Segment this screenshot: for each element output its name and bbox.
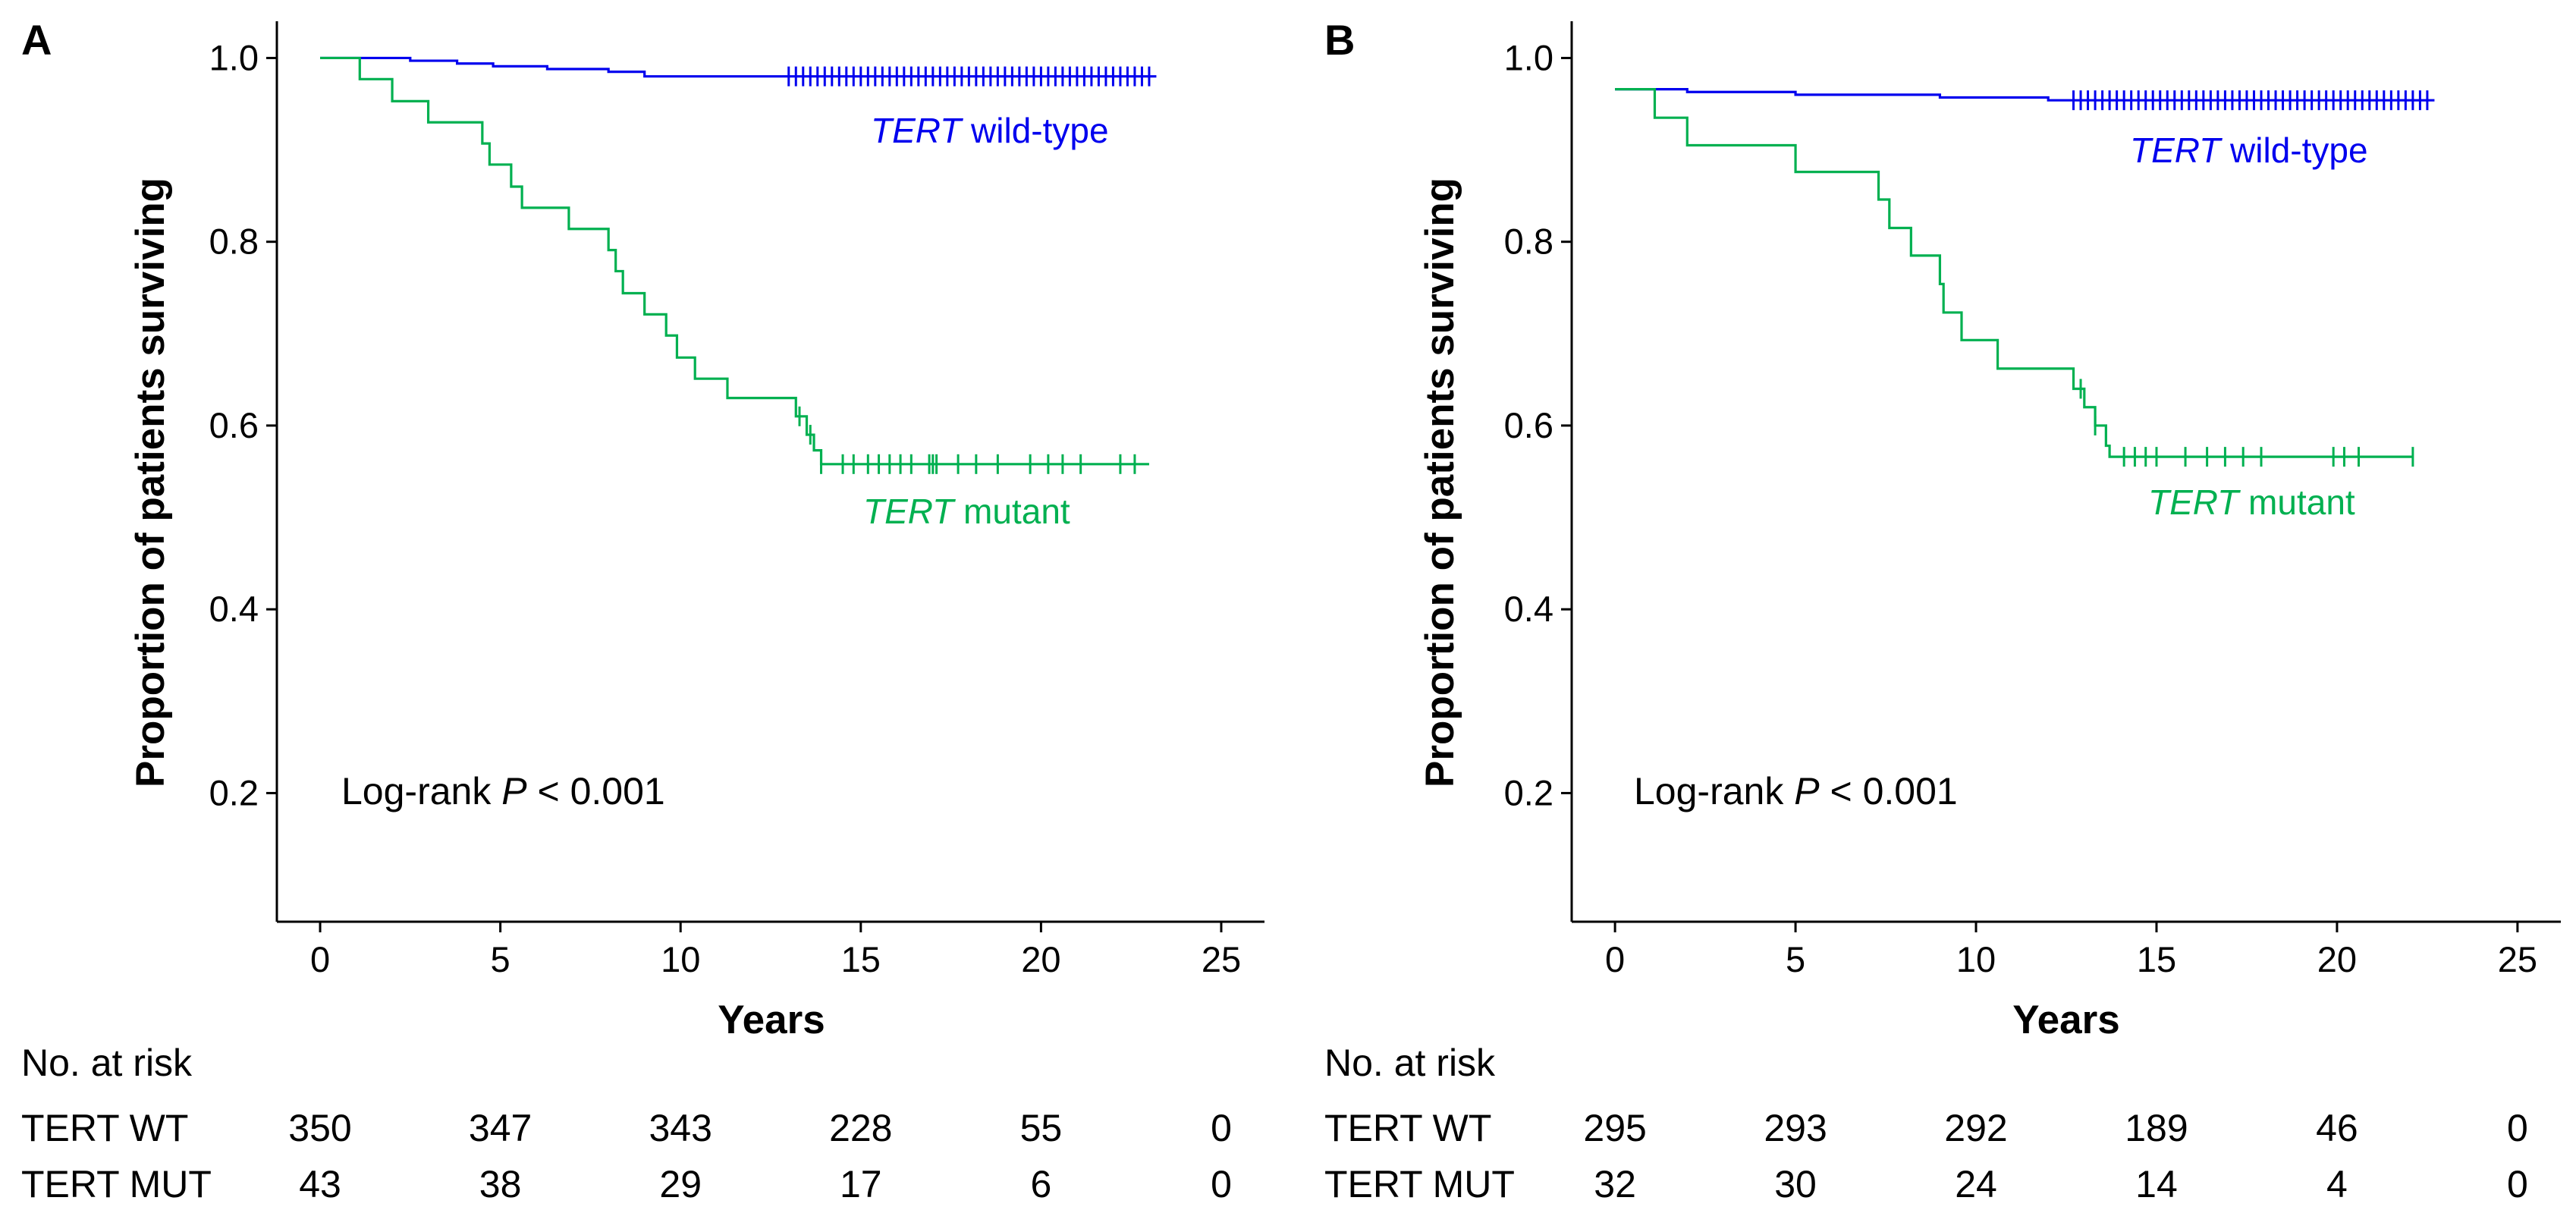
y-axis-title: Proportion of patients surviving [1418,178,1462,787]
risk-value: 4 [2326,1163,2348,1205]
logrank-value: < 0.001 [527,770,665,812]
panel-letter: A [21,16,52,64]
panel-a: A 0 5 10 15 20 25 0.2 0.4 0.6 0.8 1.0 Years Propor… [21,16,1264,1205]
risk-value: 30 [1774,1163,1817,1205]
series-label-wildtype: TERT wild-type [871,111,1109,150]
y-tick-label: 0.2 [209,772,259,812]
y-tick-label: 1.0 [209,37,259,77]
risk-value: 189 [2125,1107,2188,1149]
logrank-annotation: Log-rank P < 0.001 [341,770,665,812]
risk-value: 17 [840,1163,882,1205]
risk-value: 295 [1583,1107,1646,1149]
logrank-prefix: Log-rank [341,770,501,812]
x-tick-label: 25 [2498,939,2537,979]
x-tick-label: 25 [1202,939,1241,979]
risk-row-label: TERT MUT [1324,1163,1515,1205]
series-label-italic: TERT [2148,482,2241,522]
x-tick-label: 10 [661,939,700,979]
km-line-wildtype [320,56,1157,78]
logrank-p: P [501,770,527,812]
logrank-prefix: Log-rank [1634,770,1794,812]
series-label-rest: mutant [953,492,1070,531]
risk-value: 32 [1594,1163,1636,1205]
panel-letter: B [1324,16,1355,64]
risk-value: 343 [649,1107,712,1149]
x-tick-label: 5 [491,939,510,979]
risk-row-label: TERT WT [1324,1107,1491,1149]
risk-value: 29 [659,1163,702,1205]
km-curves [320,56,1157,474]
risk-table-title: No. at risk [1324,1042,1496,1084]
x-tick-label: 10 [1956,939,1996,979]
risk-value: 38 [479,1163,522,1205]
series-label-wildtype: TERT wild-type [2130,130,2368,170]
x-tick-label: 20 [2317,939,2357,979]
series-label-italic: TERT [863,492,956,531]
risk-table: No. at risk TERT WT TERT MUT 350 347 343 22… [21,1042,1232,1205]
risk-value: 350 [288,1107,351,1149]
y-tick-label: 0.2 [1504,772,1553,812]
series-label-mutant: TERT mutant [863,492,1070,531]
risk-values: 295 293 292 189 46 0 32 30 24 14 4 0 [1583,1107,2527,1205]
risk-value: 0 [2507,1107,2528,1149]
km-curve-wildtype-group [320,56,1157,86]
km-line-mutant [320,56,1149,466]
x-tick-label: 0 [310,939,330,979]
km-curve-wildtype-group [1615,88,2435,111]
series-label-mutant: TERT mutant [2148,482,2355,522]
x-tick-label: 0 [1605,939,1625,979]
y-tick-label: 0.8 [1504,222,1553,262]
risk-table-title: No. at risk [21,1042,193,1084]
risk-value: 347 [469,1107,532,1149]
axes: 0 5 10 15 20 25 0.2 0.4 0.6 0.8 1.0 [209,21,1264,979]
risk-value: 55 [1020,1107,1063,1149]
km-line-wildtype [1615,88,2435,102]
logrank-annotation: Log-rank P < 0.001 [1634,770,1958,812]
y-tick-label: 0.4 [1504,589,1553,629]
km-curve-mutant-group [320,56,1149,474]
logrank-value: < 0.001 [1820,770,1958,812]
risk-value: 228 [829,1107,892,1149]
series-label-rest: wild-type [961,111,1108,150]
axes: 0 5 10 15 20 25 0.2 0.4 0.6 0.8 1.0 [1504,21,2561,979]
x-tick-label: 5 [1786,939,1805,979]
y-tick-label: 0.4 [209,589,259,629]
x-tick-label: 15 [2137,939,2176,979]
risk-value: 43 [299,1163,341,1205]
risk-value: 0 [2507,1163,2528,1205]
series-label-rest: mutant [2238,482,2355,522]
risk-table: No. at risk TERT WT TERT MUT 295 293 292 18… [1324,1042,2528,1205]
risk-value: 292 [1944,1107,2007,1149]
risk-value: 14 [2135,1163,2178,1205]
series-label-italic: TERT [871,111,963,150]
x-axis-title: Years [718,998,825,1042]
y-axis-title: Proportion of patients surviving [128,178,173,787]
risk-value: 24 [1955,1163,1997,1205]
risk-value: 0 [1211,1163,1232,1205]
km-curve-mutant-group [1615,88,2414,467]
y-tick-label: 0.6 [209,405,259,445]
risk-value: 293 [1764,1107,1827,1149]
logrank-p: P [1794,770,1820,812]
risk-values: 350 347 343 228 55 0 43 38 29 17 6 0 [288,1107,1232,1205]
series-label-italic: TERT [2130,130,2223,170]
risk-value: 0 [1211,1107,1232,1149]
km-curves [1615,88,2435,467]
series-label-rest: wild-type [2220,130,2367,170]
y-tick-label: 1.0 [1504,37,1553,77]
x-tick-label: 15 [841,939,881,979]
x-axis-title: Years [2012,998,2119,1042]
y-tick-label: 0.6 [1504,405,1553,445]
risk-row-label: TERT WT [21,1107,188,1149]
panel-b: B 0 5 10 15 20 25 0.2 0.4 0.6 0.8 1.0 Years Propor… [1324,16,2561,1205]
x-tick-label: 20 [1021,939,1060,979]
y-tick-label: 0.8 [209,222,259,262]
risk-row-label: TERT MUT [21,1163,212,1205]
risk-value: 46 [2316,1107,2358,1149]
risk-value: 6 [1030,1163,1051,1205]
